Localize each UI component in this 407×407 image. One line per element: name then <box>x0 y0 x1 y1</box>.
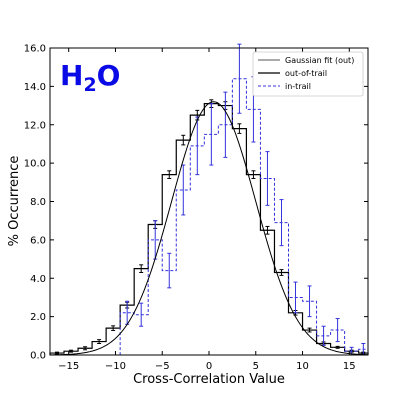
y-tick-label: 16.0 <box>24 44 46 55</box>
annotation-base: H <box>60 59 83 92</box>
plot-area <box>50 48 368 355</box>
molecule-annotation: H2O <box>60 59 120 96</box>
y-tick-label: 10.0 <box>24 159 46 170</box>
legend-label-fit: Gaussian fit (out) <box>285 56 354 65</box>
y-tick-label: 0.0 <box>30 351 46 362</box>
legend-box <box>252 51 364 97</box>
annotation-subscript: 2 <box>83 74 96 96</box>
y-tick-label: 6.0 <box>30 235 46 246</box>
x-tick-label: 0 <box>206 361 212 372</box>
gaussian-fit-curve <box>49 101 369 356</box>
x-tick-label: 15 <box>343 361 356 372</box>
x-tick-label: 5 <box>253 361 259 372</box>
annotation-suffix: O <box>97 59 121 92</box>
plot-frame <box>49 47 369 356</box>
data-layer <box>49 43 369 356</box>
y-tick-label: 14.0 <box>24 82 46 93</box>
y-tick-label: 8.0 <box>30 197 46 208</box>
legend-label-in: in-trail <box>285 82 311 91</box>
y-tick-label: 12.0 <box>24 120 46 131</box>
y-axis-label: % Occurrence <box>7 156 22 247</box>
y-tick-label: 2.0 <box>30 312 46 323</box>
x-tick-label: −5 <box>155 361 170 372</box>
legend: Gaussian fit (out) out-of-trail in-trail <box>252 51 364 97</box>
x-tick-label: 10 <box>296 361 309 372</box>
y-tick-label: 4.0 <box>30 274 46 285</box>
x-tick-label: −15 <box>58 361 79 372</box>
x-tick-label: −10 <box>105 361 126 372</box>
y-tick-labels: 0.0 2.0 4.0 6.0 8.0 10.0 12.0 14.0 16.0 <box>24 44 46 362</box>
annotation-text: H2O <box>60 59 120 96</box>
x-tick-labels: −15 −10 −5 0 5 10 15 <box>58 361 356 372</box>
x-axis-label: Cross-Correlation Value <box>133 372 285 387</box>
legend-label-out: out-of-trail <box>285 69 327 78</box>
